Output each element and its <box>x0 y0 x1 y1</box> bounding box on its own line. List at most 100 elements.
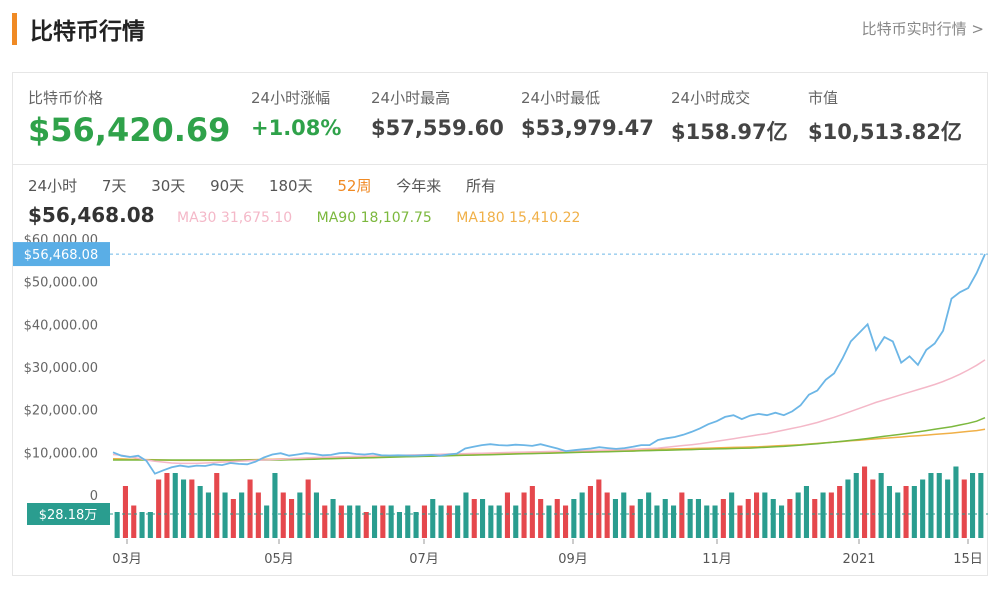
volume-bar <box>554 499 560 538</box>
volume-bar <box>754 492 760 538</box>
volume-bar <box>546 505 552 538</box>
volume-bar <box>596 479 602 538</box>
volume-bar <box>604 492 610 538</box>
y-tick-label: $10,000.00 <box>24 446 98 461</box>
volume-bar <box>247 479 253 538</box>
volume-bar <box>704 505 710 538</box>
realtime-quote-link[interactable]: 比特币实时行情 > <box>861 20 984 38</box>
volume-bar <box>230 499 236 538</box>
volume-bar <box>828 492 834 538</box>
range-tab-30d[interactable]: 30天 <box>151 177 186 195</box>
y-tick-label: $40,000.00 <box>24 318 98 333</box>
ma30-legend: MA30 31,675.10 <box>177 210 292 226</box>
volume-bar <box>845 479 851 538</box>
volume-bar <box>571 499 577 538</box>
range-tab-24h[interactable]: 24小时 <box>28 177 78 195</box>
volume-bar <box>920 479 926 538</box>
volume-bar <box>488 505 494 538</box>
volume-bar <box>587 486 593 538</box>
x-tick-label: 09月 <box>558 552 588 567</box>
volume-bar <box>521 492 527 538</box>
volume-bar <box>147 512 153 538</box>
volume-bar <box>181 479 187 538</box>
volume-bar <box>239 492 245 538</box>
volume-bar <box>936 473 942 538</box>
volume-bar <box>961 479 967 538</box>
volume-bar <box>380 505 386 538</box>
volume-bar <box>347 505 353 538</box>
volume-bar <box>612 499 618 538</box>
volume-bar <box>637 499 643 538</box>
volume-bar <box>297 492 303 538</box>
stat-change: 24小时涨幅 +1.08% <box>251 87 341 140</box>
volume-bar <box>255 492 261 538</box>
volume-bar <box>513 505 519 538</box>
volume-bar <box>164 473 170 538</box>
x-tick-label: 2021 <box>842 552 875 567</box>
range-tab-ytd[interactable]: 今年来 <box>396 177 442 195</box>
stat-label: 24小时涨幅 <box>251 89 331 107</box>
volume-bar <box>504 492 510 538</box>
volume-bar <box>222 492 228 538</box>
y-tick-label: $50,000.00 <box>24 276 98 291</box>
volume-bar <box>853 473 859 538</box>
volume-bar <box>737 505 743 538</box>
y-tick-label: $30,000.00 <box>24 361 98 376</box>
volume-bar <box>563 505 569 538</box>
volume-bar <box>114 512 120 538</box>
volume-bar <box>812 499 818 538</box>
volume-bar <box>122 486 128 538</box>
stat-market-cap: 市值 $10,513.82亿 <box>808 87 962 146</box>
current-price-tag: $56,468.08 <box>24 248 98 263</box>
range-tab-all[interactable]: 所有 <box>466 177 497 195</box>
volume-bar <box>280 492 286 538</box>
stat-value: $10,513.82亿 <box>808 120 962 144</box>
stats-row: 比特币价格 $56,420.69 24小时涨幅 +1.08% 24小时最高 $5… <box>13 73 987 165</box>
volume-bar <box>629 505 635 538</box>
volume-bar <box>131 505 137 538</box>
market-card: 比特币价格 $56,420.69 24小时涨幅 +1.08% 24小时最高 $5… <box>12 72 988 576</box>
volume-bar <box>779 505 785 538</box>
volume-bar <box>446 505 452 538</box>
x-tick-label: 07月 <box>409 552 439 567</box>
volume-bar <box>413 512 419 538</box>
range-tab-7d[interactable]: 7天 <box>101 177 127 195</box>
volume-bar <box>421 505 427 538</box>
volume-bar <box>679 492 685 538</box>
volume-bar <box>895 492 901 538</box>
stat-low: 24小时最低 $53,979.47 <box>521 87 654 140</box>
volume-bar <box>438 505 444 538</box>
range-tab-90d[interactable]: 90天 <box>210 177 245 195</box>
volume-bar <box>687 499 693 538</box>
volume-bar <box>264 505 270 538</box>
volume-bar <box>646 492 652 538</box>
volume-bar <box>695 499 701 538</box>
stat-value: $57,559.60 <box>371 116 504 140</box>
volume-bar <box>189 479 195 538</box>
current-price: $56,468.08 <box>28 203 155 227</box>
volume-bar <box>463 492 469 538</box>
volume-bar <box>355 505 361 538</box>
volume-bar <box>529 486 535 538</box>
ma-legend: $56,468.08 MA30 31,675.10 MA90 18,107.75… <box>28 203 600 227</box>
range-tab-180d[interactable]: 180天 <box>268 177 313 195</box>
volume-bar <box>928 473 934 538</box>
volume-bar <box>313 492 319 538</box>
volume-bar <box>471 499 477 538</box>
volume-bar <box>770 499 776 538</box>
x-tick-label: 05月 <box>264 552 294 567</box>
range-tab-52w[interactable]: 52周 <box>337 177 372 195</box>
x-tick-label: 03月 <box>112 552 142 567</box>
ma90-value: 18,107.75 <box>360 210 432 226</box>
stat-label: 24小时最高 <box>371 89 451 107</box>
ma30-label: MA30 <box>176 210 217 226</box>
volume-bar <box>795 492 801 538</box>
current-price-tag-bg <box>13 242 110 267</box>
ma180-line <box>112 428 986 462</box>
ma90-legend: MA90 18,107.75 <box>317 210 432 226</box>
y-tick-label: $20,000.00 <box>24 404 98 419</box>
volume-bar <box>338 505 344 538</box>
volume-bar <box>787 499 793 538</box>
volume-bar <box>430 499 436 538</box>
